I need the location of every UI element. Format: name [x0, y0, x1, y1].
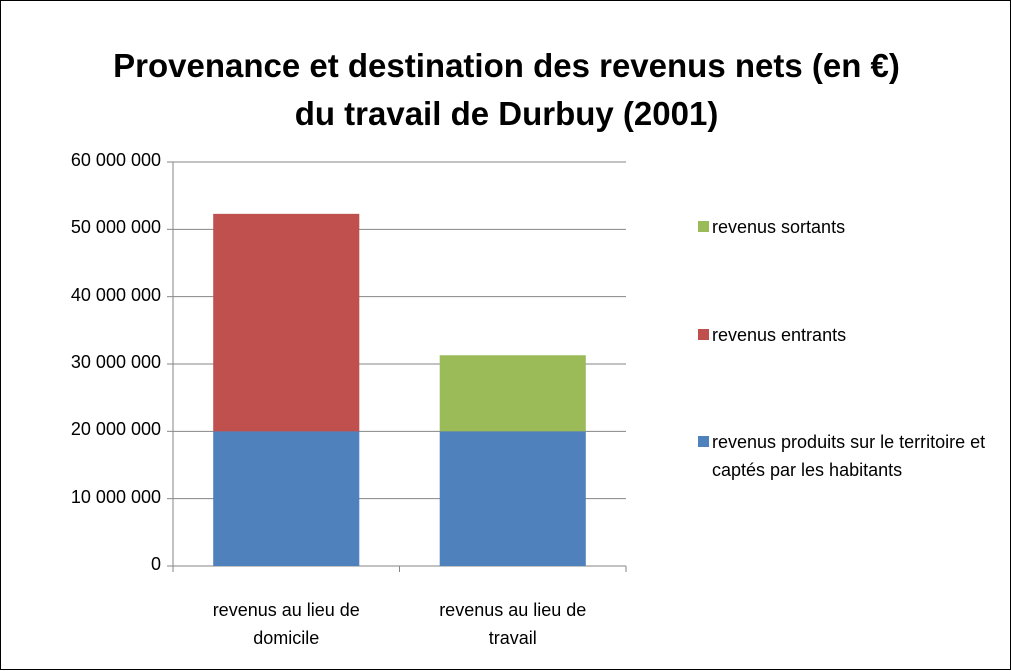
x-tick-label: revenus au lieu de domicile — [212, 600, 360, 648]
y-tick-label: 50 000 000 — [70, 217, 161, 238]
legend-label: revenus produits sur le territoire et ca… — [712, 432, 986, 480]
legend-swatch — [698, 221, 709, 232]
y-tick-label: 10 000 000 — [70, 486, 161, 507]
bar — [439, 431, 586, 566]
y-tick-label: 20 000 000 — [70, 419, 161, 440]
y-tick-label: 30 000 000 — [70, 352, 161, 372]
y-tick-label: 0 — [150, 554, 161, 574]
legend-label: revenus entrants — [712, 325, 847, 345]
legend-swatch — [698, 329, 709, 340]
x-tick-label: revenus au lieu de travail — [439, 600, 587, 648]
bar — [213, 431, 360, 566]
legend-label: revenus sortants — [712, 217, 846, 237]
chart-title: du travail de Durbuy (2001) — [294, 95, 719, 132]
y-tick-label: 60 000 000 — [70, 150, 161, 170]
legend-swatch — [698, 436, 709, 447]
y-tick-label: 40 000 000 — [70, 284, 161, 305]
bar — [439, 355, 586, 432]
chart-title: Provenance et destination des revenus ne… — [113, 47, 900, 84]
bar — [213, 213, 360, 432]
